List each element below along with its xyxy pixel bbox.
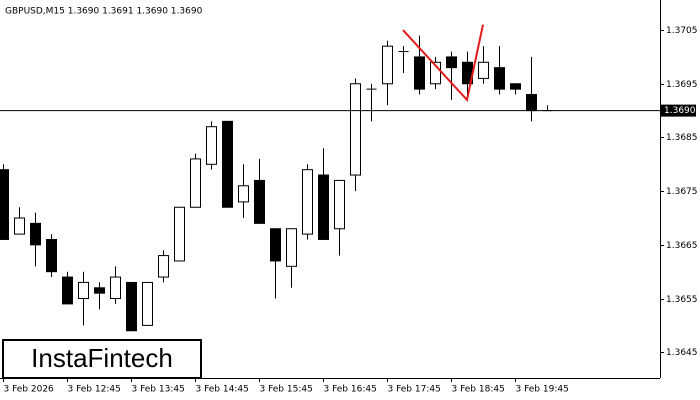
- candle-body: [318, 174, 329, 240]
- candle-body: [126, 281, 137, 332]
- candle-body: [14, 217, 25, 235]
- candle-body: [206, 126, 217, 165]
- logo-box: [2, 339, 202, 379]
- candle-body: [110, 276, 121, 300]
- logo: InstaFintech: [31, 343, 173, 373]
- candle-body: [142, 281, 153, 326]
- candle-body: [494, 67, 505, 90]
- candle-body: [510, 83, 521, 90]
- x-tick-label: 3 Feb 18:45: [452, 385, 505, 395]
- chart-title: GBPUSD,M15 1.3690 1.3691 1.3690 1.3690: [5, 7, 203, 17]
- x-tick-label: 3 Feb 12:45: [68, 385, 121, 395]
- candle-body: [62, 276, 73, 305]
- current-price-label: 1.3690: [664, 106, 696, 116]
- x-tick-label: 3 Feb 17:45: [388, 385, 441, 395]
- candle-body: [414, 56, 425, 90]
- candle-body: [0, 169, 9, 240]
- pattern-line: [402, 24, 484, 102]
- y-tick-label: 1.3665: [666, 241, 698, 251]
- candle-body: [526, 94, 537, 112]
- candle-body: [270, 228, 281, 262]
- y-tick-label: 1.3645: [666, 348, 698, 358]
- candle-body: [78, 281, 89, 300]
- candle-body: [94, 287, 105, 294]
- candle-body: [222, 120, 233, 208]
- y-tick-label: 1.3655: [666, 295, 698, 305]
- y-tick-label: 1.3695: [666, 80, 698, 90]
- candle-body: [286, 228, 297, 267]
- candle-body: [174, 206, 185, 262]
- candle-body: [382, 45, 393, 85]
- candle-body: [430, 61, 441, 85]
- candle-body: [334, 179, 345, 230]
- candle-body: [238, 185, 249, 203]
- candle-body: [446, 56, 457, 69]
- candle-body: [478, 61, 489, 79]
- x-tick-label: 3 Feb 14:45: [196, 385, 249, 395]
- candle-body: [254, 179, 265, 224]
- candle-body: [158, 255, 169, 278]
- x-tick-label: 3 Feb 13:45: [132, 385, 185, 395]
- candle-body: [46, 238, 57, 273]
- x-tick-label: 3 Feb 2026: [4, 385, 55, 395]
- y-tick-label: 1.3675: [666, 187, 698, 197]
- candle-body: [302, 169, 313, 235]
- current-price-box: [660, 104, 696, 117]
- candle-body: [350, 83, 361, 176]
- candle-body: [190, 158, 201, 208]
- x-tick-label: 3 Feb 16:45: [324, 385, 377, 395]
- x-tick-label: 3 Feb 19:45: [516, 385, 569, 395]
- candle-body: [30, 222, 41, 246]
- y-tick-label: 1.3685: [666, 133, 698, 143]
- y-tick-label: 1.3705: [666, 26, 698, 36]
- x-tick-label: 3 Feb 15:45: [260, 385, 313, 395]
